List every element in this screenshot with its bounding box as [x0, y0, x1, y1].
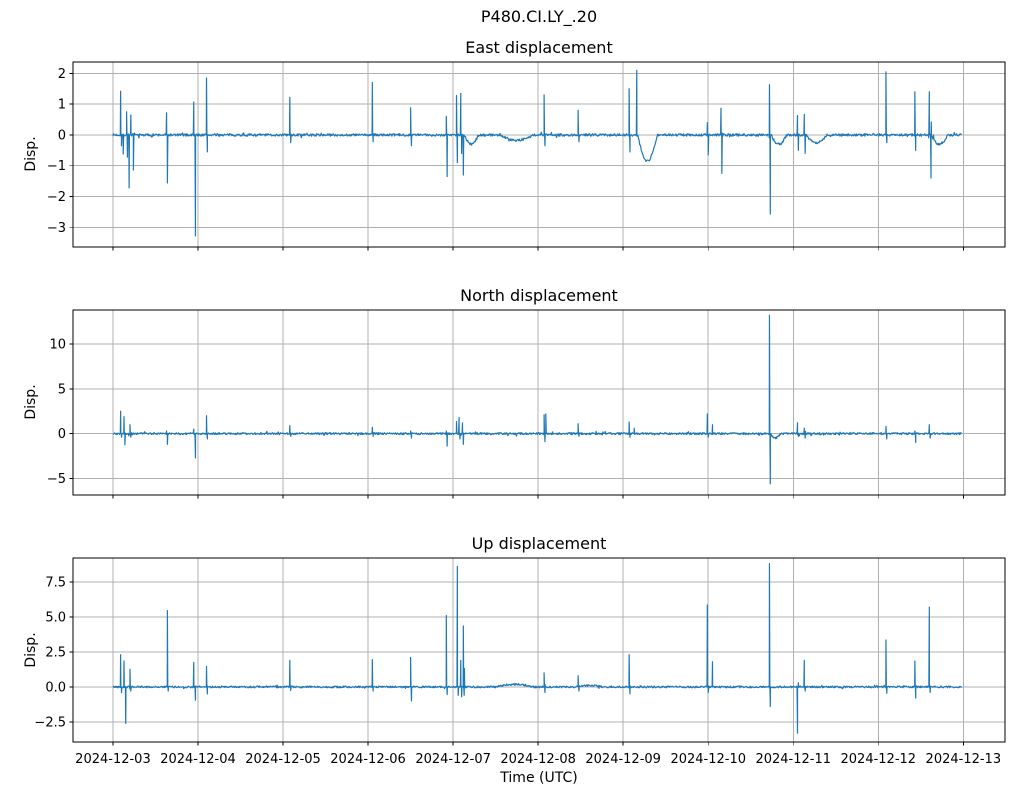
y-tick-label: 2.5 — [45, 645, 66, 660]
x-tick-label: 2024-12-08 — [500, 752, 576, 767]
x-tick-label: 2024-12-12 — [841, 752, 917, 767]
x-tick-label: 2024-12-06 — [330, 752, 406, 767]
x-tick-label: 2024-12-09 — [585, 752, 661, 767]
y-tick-label: 5 — [58, 382, 66, 397]
y-tick-label: 10 — [49, 338, 66, 353]
y-tick-label: −3 — [47, 221, 66, 236]
y-tick-label: 1 — [58, 98, 66, 113]
x-axis-label: Time (UTC) — [500, 770, 578, 786]
y-tick-label: −2.5 — [34, 715, 66, 730]
axes-border — [72, 557, 1006, 743]
y-tick-label: −2 — [47, 190, 66, 205]
subplot-1: 10 5 0 −5 — [47, 309, 1006, 499]
x-tick-label: 2024-12-10 — [670, 752, 746, 767]
x-tick-label: 2024-12-04 — [160, 752, 236, 767]
figure-title: P480.CI.LY_.20 — [480, 7, 598, 26]
y-tick-label: 2 — [58, 67, 66, 82]
axes-border — [72, 61, 1006, 248]
x-tick-label: 2024-12-05 — [245, 752, 321, 767]
subplot-2: 7.5 5.0 2.5 0.0 −2.5 2024-12-03 2024-12-04 2024… — [34, 557, 1006, 767]
y-tick-label: −1 — [47, 159, 66, 174]
x-tick-label: 2024-12-13 — [926, 752, 1002, 767]
y-tick-label: −5 — [47, 472, 66, 487]
y-tick-label: 0 — [58, 427, 66, 442]
subplot-0: 2 1 0 −1 −2 −3 — [47, 61, 1006, 251]
series-line-1 — [112, 314, 962, 485]
subplot-title-up: Up displacement — [471, 534, 607, 553]
x-tick-label: 2024-12-07 — [415, 752, 491, 767]
y-tick-label: 7.5 — [45, 575, 66, 590]
subplot-title-north: North displacement — [460, 286, 618, 305]
y-tick-label: 0 — [58, 128, 66, 143]
y-tick-label: 0.0 — [45, 680, 66, 695]
series-line-0 — [112, 69, 963, 237]
axes-border — [72, 309, 1006, 496]
series-line-2 — [112, 563, 963, 734]
x-tick-label: 2024-12-03 — [75, 752, 151, 767]
y-tick-label: 5.0 — [45, 610, 66, 625]
subplot-title-east: East displacement — [465, 38, 613, 57]
x-tick-label: 2024-12-11 — [755, 752, 831, 767]
